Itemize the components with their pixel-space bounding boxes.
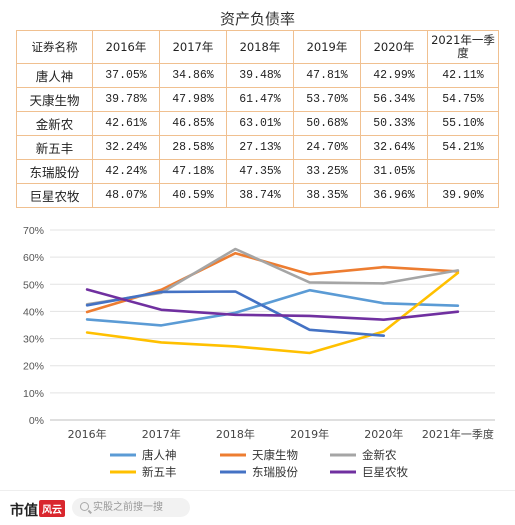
legend-label: 金新农 — [362, 448, 397, 462]
row-name: 金新农 — [16, 111, 93, 136]
table-cell: 42.99% — [360, 63, 428, 88]
legend-label: 东瑞股份 — [252, 465, 298, 479]
row-name: 天康生物 — [16, 87, 93, 112]
table-cell: 39.48% — [226, 63, 294, 88]
y-tick-label: 60% — [23, 252, 44, 264]
y-tick-label: 20% — [23, 361, 44, 373]
table-cell: 42.61% — [92, 111, 160, 136]
series-line — [85, 288, 460, 327]
table-cell: 33.25% — [293, 159, 361, 184]
series-line — [85, 290, 386, 337]
table-cell: 34.86% — [159, 63, 227, 88]
table-cell: 27.13% — [226, 135, 294, 160]
table-row: 巨星农牧 48.07% 40.59% 38.74% 38.35% 36.96% … — [16, 183, 499, 208]
y-tick-label: 70% — [23, 225, 44, 237]
y-tick-label: 30% — [23, 334, 44, 346]
x-tick-label: 2016年 — [68, 427, 107, 441]
table-cell: 56.34% — [360, 87, 428, 112]
table-cell: 47.98% — [159, 87, 227, 112]
table-cell: 54.21% — [427, 135, 499, 160]
logo-text: 市值 — [10, 503, 38, 519]
series-line — [85, 288, 460, 321]
table-row: 金新农 42.61% 46.85% 63.01% 50.68% 50.33% 5… — [16, 111, 499, 136]
search-placeholder: 实股之前搜一搜 — [93, 502, 163, 513]
legend-label: 新五丰 — [142, 465, 177, 479]
table-cell: 47.35% — [226, 159, 294, 184]
line-chart: 0% 10% 20% 30% 40% 50% 60% 70% 2016年 2017年 2018年 20… — [23, 225, 495, 479]
table-cell: 39.90% — [427, 183, 499, 208]
footer-bar: 市值 风云 实股之前搜一搜 — [0, 490, 515, 525]
table-cell: 50.68% — [293, 111, 361, 136]
table-cell: 63.01% — [226, 111, 294, 136]
debt-ratio-table: 证券名称 2016年 2017年 2018年 2019年 2020年 2021年… — [16, 30, 499, 208]
header-cell: 2017年 — [159, 30, 227, 64]
table-row: 唐人神 37.05% 34.86% 39.48% 47.81% 42.99% 4… — [16, 63, 499, 88]
x-tick-label: 2021年一季度 — [422, 427, 494, 441]
series-line — [85, 271, 460, 355]
table-cell: 61.47% — [226, 87, 294, 112]
table-cell: 38.74% — [226, 183, 294, 208]
x-tick-label: 2017年 — [142, 427, 181, 441]
table-row: 东瑞股份 42.24% 47.18% 47.35% 33.25% 31.05% — [16, 159, 499, 184]
header-cell: 2021年一季度 — [427, 30, 499, 64]
header-cell: 2018年 — [226, 30, 294, 64]
header-cell: 2019年 — [293, 30, 361, 64]
table-cell: 28.58% — [159, 135, 227, 160]
x-tick-label: 2019年 — [290, 427, 329, 441]
table-cell: 46.85% — [159, 111, 227, 136]
x-tick-label: 2020年 — [364, 427, 403, 441]
legend-label: 天康生物 — [252, 448, 298, 462]
table-cell: 31.05% — [360, 159, 428, 184]
table-cell: 54.75% — [427, 87, 499, 112]
table-cell — [427, 159, 499, 184]
y-tick-label: 0% — [29, 415, 44, 427]
table-cell: 36.96% — [360, 183, 428, 208]
table-cell: 47.81% — [293, 63, 361, 88]
table-cell: 55.10% — [427, 111, 499, 136]
table-cell: 24.70% — [293, 135, 361, 160]
table-cell: 42.24% — [92, 159, 160, 184]
search-box[interactable]: 实股之前搜一搜 — [72, 498, 190, 517]
legend-label: 唐人神 — [142, 448, 177, 462]
brand-logo[interactable]: 市值 风云 — [10, 500, 65, 520]
row-name: 巨星农牧 — [16, 183, 93, 208]
logo-badge: 风云 — [39, 500, 65, 517]
row-name: 新五丰 — [16, 135, 93, 160]
table-cell: 32.64% — [360, 135, 428, 160]
table-title: 资产负债率 — [219, 10, 295, 28]
table-cell: 38.35% — [293, 183, 361, 208]
header-cell: 2020年 — [360, 30, 428, 64]
legend-label: 巨星农牧 — [362, 465, 408, 479]
y-tick-label: 40% — [23, 306, 44, 318]
search-icon — [80, 502, 89, 511]
x-tick-label: 2018年 — [216, 427, 255, 441]
table-cell: 48.07% — [92, 183, 160, 208]
y-tick-label: 50% — [23, 279, 44, 291]
table-cell: 42.11% — [427, 63, 499, 88]
y-tick-label: 10% — [23, 388, 44, 400]
table-cell: 40.59% — [159, 183, 227, 208]
table-cell: 47.18% — [159, 159, 227, 184]
table-cell: 37.05% — [92, 63, 160, 88]
table-row: 天康生物 39.78% 47.98% 61.47% 53.70% 56.34% … — [16, 87, 499, 112]
table-cell: 32.24% — [92, 135, 160, 160]
table-header-row: 证券名称 2016年 2017年 2018年 2019年 2020年 2021年… — [16, 30, 499, 64]
row-name: 唐人神 — [16, 63, 93, 88]
header-cell: 2016年 — [92, 30, 160, 64]
table-cell: 53.70% — [293, 87, 361, 112]
table-row: 新五丰 32.24% 28.58% 27.13% 24.70% 32.64% 5… — [16, 135, 499, 160]
table-cell: 39.78% — [92, 87, 160, 112]
row-name: 东瑞股份 — [16, 159, 93, 184]
table-cell: 50.33% — [360, 111, 428, 136]
header-cell: 证券名称 — [16, 30, 93, 64]
